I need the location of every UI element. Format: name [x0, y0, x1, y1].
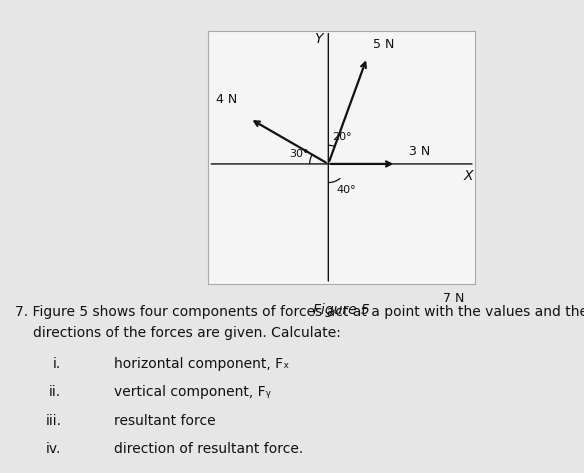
Text: horizontal component, Fₓ: horizontal component, Fₓ	[114, 357, 289, 371]
Text: 7 N: 7 N	[443, 292, 464, 305]
Text: Y: Y	[314, 32, 322, 46]
Text: i.: i.	[53, 357, 61, 371]
Text: 30°: 30°	[288, 149, 308, 158]
Text: 3 N: 3 N	[409, 145, 430, 158]
Text: 7. Figure 5 shows four components of forces act at a point with the values and t: 7. Figure 5 shows four components of for…	[15, 305, 584, 319]
Text: iii.: iii.	[46, 414, 61, 428]
Text: direction of resultant force.: direction of resultant force.	[114, 442, 303, 456]
Text: 40°: 40°	[336, 185, 356, 195]
Text: directions of the forces are given. Calculate:: directions of the forces are given. Calc…	[33, 326, 341, 341]
Text: 4 N: 4 N	[216, 93, 237, 106]
Text: ii.: ii.	[49, 385, 61, 400]
Text: resultant force: resultant force	[114, 414, 215, 428]
Text: vertical component, Fᵧ: vertical component, Fᵧ	[114, 385, 271, 400]
Text: X: X	[464, 169, 474, 183]
Text: Figure 5: Figure 5	[313, 303, 370, 317]
Text: iv.: iv.	[46, 442, 61, 456]
Text: 20°: 20°	[332, 131, 352, 141]
Text: 5 N: 5 N	[373, 38, 395, 51]
